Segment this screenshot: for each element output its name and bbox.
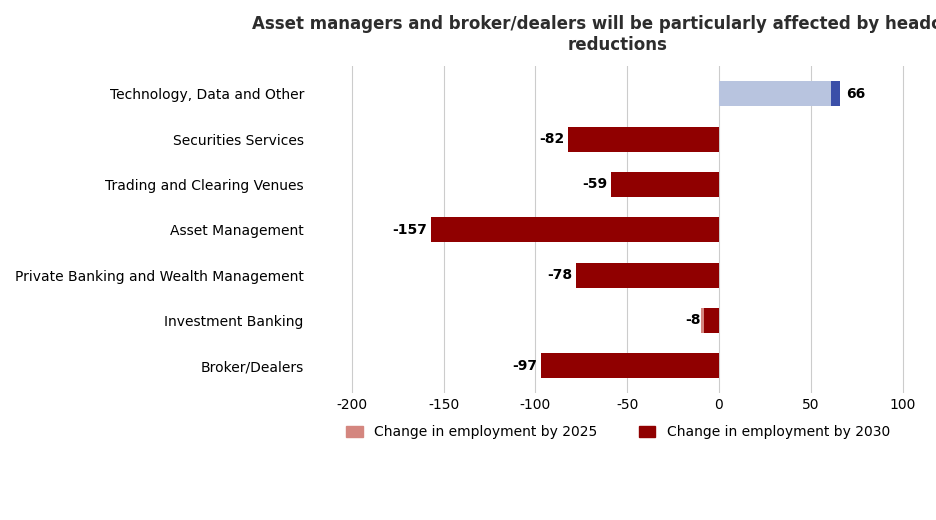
Bar bbox=[831, 81, 841, 106]
Text: -82: -82 bbox=[539, 132, 564, 146]
Bar bbox=[576, 263, 719, 288]
Bar bbox=[719, 81, 841, 106]
Bar bbox=[608, 263, 719, 288]
Title: Asset managers and broker/dealers will be particularly affected by headcount
red: Asset managers and broker/dealers will b… bbox=[252, 15, 936, 54]
Text: -59: -59 bbox=[582, 177, 607, 191]
Text: 66: 66 bbox=[846, 87, 865, 101]
Bar bbox=[701, 308, 719, 333]
Bar bbox=[431, 217, 719, 242]
Bar bbox=[541, 353, 719, 378]
Text: -78: -78 bbox=[547, 268, 572, 282]
Legend: Change in employment by 2025, Change in employment by 2030: Change in employment by 2025, Change in … bbox=[341, 420, 896, 445]
Bar bbox=[704, 308, 719, 333]
Text: -157: -157 bbox=[392, 223, 427, 237]
Text: -97: -97 bbox=[512, 359, 537, 373]
Bar bbox=[568, 127, 719, 151]
Bar bbox=[627, 172, 719, 197]
Bar bbox=[627, 127, 719, 151]
Text: -8: -8 bbox=[685, 314, 701, 328]
Bar bbox=[610, 172, 719, 197]
Bar bbox=[618, 353, 719, 378]
Bar bbox=[535, 217, 719, 242]
